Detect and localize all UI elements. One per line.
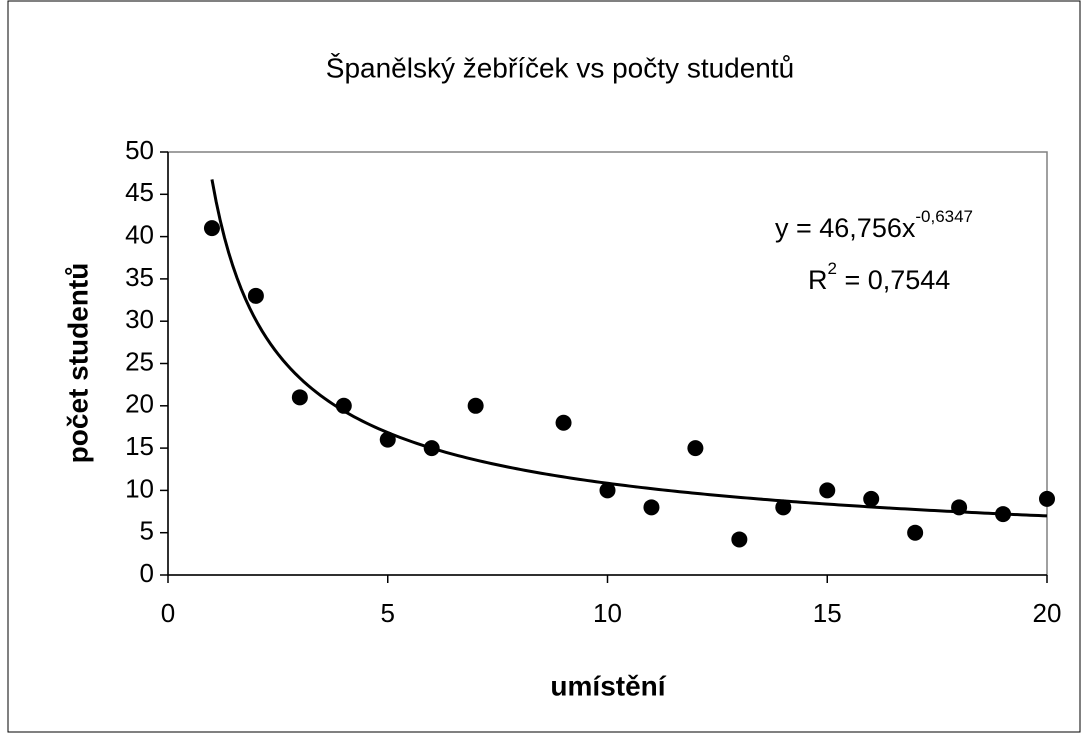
trend-r-squared: R2 = 0,7544 <box>808 259 950 295</box>
y-tick-label: 50 <box>125 135 154 165</box>
equation-text: y = 46,756x <box>775 213 916 243</box>
point <box>599 482 616 499</box>
x-tick-label: 20 <box>1033 598 1062 628</box>
y-axis-title: počet studentů <box>62 263 93 464</box>
x-tick-label: 0 <box>161 598 175 628</box>
r-value: = 0,7544 <box>837 265 950 295</box>
equation-exponent: -0,6347 <box>915 207 973 226</box>
y-tick-label: 5 <box>140 516 154 546</box>
point <box>643 499 660 516</box>
point <box>819 482 836 499</box>
x-tick-label: 5 <box>381 598 395 628</box>
point <box>951 499 968 516</box>
chart-title: Španělský žebříček vs počty studentů <box>326 52 794 83</box>
point <box>203 220 220 237</box>
y-tick-label: 40 <box>125 219 154 249</box>
y-tick-label: 15 <box>125 431 154 461</box>
point <box>379 431 396 448</box>
point <box>247 287 264 304</box>
y-tick-label: 20 <box>125 389 154 419</box>
x-tick-label: 10 <box>593 598 622 628</box>
point <box>687 440 704 457</box>
point <box>555 414 572 431</box>
chart-border <box>7 0 1081 733</box>
point <box>467 397 484 414</box>
point <box>423 440 440 457</box>
x-axis-title: umístění <box>550 670 666 701</box>
point <box>291 389 308 406</box>
y-tick-label: 30 <box>125 304 154 334</box>
y-tick-label: 0 <box>140 558 154 588</box>
point <box>863 490 880 507</box>
y-tick-label: 35 <box>125 262 154 292</box>
x-tick-label: 15 <box>813 598 842 628</box>
point <box>335 397 352 414</box>
point <box>775 499 792 516</box>
point <box>731 531 748 548</box>
trend-equation: y = 46,756x-0,6347 <box>775 207 973 243</box>
point <box>995 506 1012 523</box>
y-tick-label: 25 <box>125 346 154 376</box>
trendline <box>210 179 1048 518</box>
r-text: R <box>808 265 828 295</box>
r-power: 2 <box>828 259 837 278</box>
point <box>907 524 924 541</box>
y-tick-label: 10 <box>125 473 154 503</box>
y-tick-label: 45 <box>125 177 154 207</box>
point <box>1039 490 1055 507</box>
